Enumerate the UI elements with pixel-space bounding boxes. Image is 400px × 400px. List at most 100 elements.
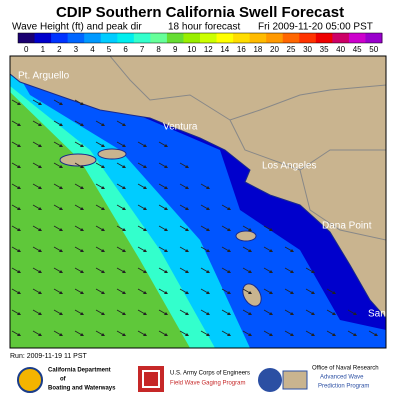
arrow (200, 246, 209, 252)
arrow (95, 225, 104, 231)
arrow-head (17, 270, 21, 273)
arrow-head (101, 228, 105, 231)
logo: U.S. Army Corps of Engineers Field Wave … (138, 366, 250, 392)
legend-label: 7 (140, 45, 145, 54)
legend-label: 9 (173, 45, 178, 54)
arrow-head (143, 186, 147, 189)
arrow (116, 162, 125, 168)
arrow (11, 225, 20, 231)
arrow-head (374, 333, 378, 336)
run-time: Run: 2009-11-19 11 PST (10, 353, 88, 360)
arrow-head (101, 291, 105, 294)
arrow (158, 246, 167, 252)
arrow (242, 225, 251, 231)
arrow (32, 162, 41, 168)
legend-swatch (282, 33, 300, 43)
island (235, 230, 257, 242)
legend-label: 5 (107, 45, 112, 54)
arrow (32, 288, 41, 294)
arrow (242, 288, 251, 294)
arrow (116, 120, 125, 126)
arrow-head (38, 228, 42, 231)
arrow (74, 330, 83, 336)
arrow (305, 330, 314, 336)
arrow (95, 204, 104, 210)
arrow-head (80, 102, 84, 105)
arrow (32, 309, 41, 315)
subtitle: Wave Height (ft) and peak dir (12, 22, 142, 33)
arrow-head (122, 186, 126, 189)
arrow-head (143, 144, 147, 147)
arrow-head (311, 270, 315, 273)
arrow (32, 141, 41, 147)
arrow-head (17, 144, 21, 147)
arrow-head (143, 249, 147, 252)
arrow-head (185, 249, 189, 252)
arrow (74, 99, 83, 105)
arrow-head (17, 312, 21, 315)
arrow-head (290, 312, 294, 315)
arrow (263, 225, 272, 231)
direction-arrows (11, 99, 378, 336)
arrow (200, 225, 209, 231)
arrow-head (143, 312, 147, 315)
legend-swatch (117, 33, 135, 43)
legend-swatch (100, 33, 118, 43)
legend-label: 18 (253, 45, 262, 54)
arrow (179, 246, 188, 252)
arrow-head (101, 123, 105, 126)
arrow-head (185, 228, 189, 231)
arrow (158, 204, 167, 210)
arrow-head (80, 144, 84, 147)
arrow (53, 246, 62, 252)
arrow (137, 288, 146, 294)
map: Pt. Arguello Ventura Los Angeles Dana Po… (9, 55, 387, 349)
arrow-head (17, 291, 21, 294)
arrow-head (332, 291, 336, 294)
arrow (284, 309, 293, 315)
arrow (326, 309, 335, 315)
arrow-head (38, 270, 42, 273)
arrow (179, 183, 188, 189)
arrow-head (143, 270, 147, 273)
arrow-head (38, 123, 42, 126)
arrow-head (101, 270, 105, 273)
arrow (284, 267, 293, 273)
arrow-head (38, 312, 42, 315)
legend-swatch (84, 33, 102, 43)
arrow (74, 267, 83, 273)
arrow (11, 309, 20, 315)
arrow-head (59, 207, 63, 210)
arrow-head (59, 312, 63, 315)
arrow (32, 225, 41, 231)
arrow-head (206, 333, 210, 336)
arrow-head (248, 270, 252, 273)
arrow-head (80, 312, 84, 315)
arrow (11, 99, 20, 105)
arrow-head (311, 333, 315, 336)
arrow-head (227, 207, 231, 210)
arrow-head (143, 333, 147, 336)
arrow (137, 225, 146, 231)
arrow (263, 330, 272, 336)
arrow (95, 267, 104, 273)
arrow (53, 141, 62, 147)
arrow (116, 141, 125, 147)
arrow-head (143, 228, 147, 231)
arrow (137, 204, 146, 210)
arrow-head (80, 270, 84, 273)
arrow-head (164, 270, 168, 273)
arrow (116, 204, 125, 210)
arrow (263, 246, 272, 252)
arrow-head (38, 249, 42, 252)
legend-swatch (233, 33, 251, 43)
arrow-head (59, 123, 63, 126)
arrow-head (101, 186, 105, 189)
arrow-head (185, 207, 189, 210)
arrow (32, 120, 41, 126)
land (10, 56, 386, 319)
arrow-head (80, 333, 84, 336)
arrow-head (122, 228, 126, 231)
arrow (11, 246, 20, 252)
